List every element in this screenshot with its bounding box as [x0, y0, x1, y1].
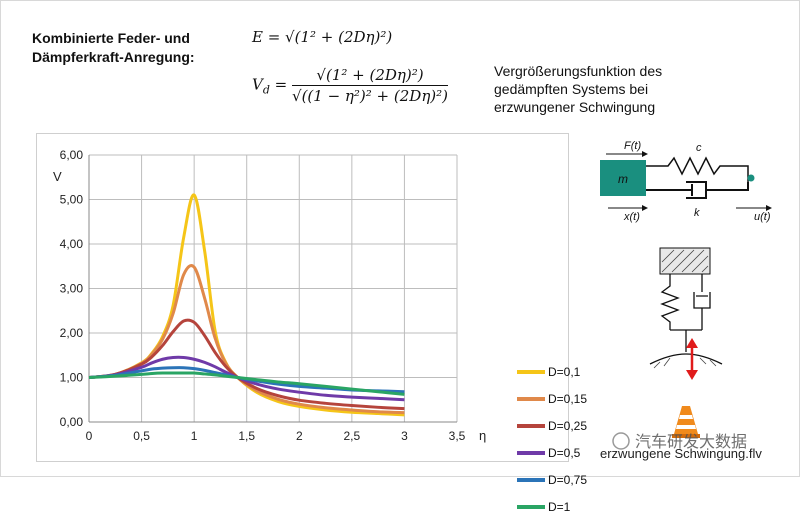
damper-label: k [694, 207, 700, 219]
y-tick-label: 6,00 [60, 148, 84, 162]
formula-vd-numerator: √(1² + (2Dη)²) [292, 66, 449, 86]
y-tick-label: 2,00 [60, 326, 84, 340]
legend-swatch [517, 369, 545, 374]
x-tick-label: 0 [86, 429, 93, 443]
x-tick-label: 0,5 [133, 429, 150, 443]
legend-label: D=1 [548, 499, 571, 514]
hatch-lines [661, 249, 709, 273]
chart-svg: 0 0,5 1 1,5 2 2,5 3 3,5 0,00 1,00 2,00 3,00 4,00 5,00… [53, 148, 486, 443]
legend-item: D=0,75 [517, 466, 587, 493]
vertical-spring-icon [660, 274, 680, 330]
formula-e: E = √(1² + (2Dη)²) [252, 28, 393, 46]
legend-swatch [517, 504, 545, 509]
mass-spring-damper-diagram: m F(t) c k x(t) u(t) [600, 140, 772, 223]
input-u-arrow-head [766, 205, 772, 211]
base-bar [670, 329, 702, 352]
vertical-damper-icon [693, 274, 711, 330]
mass-label: m [618, 172, 628, 186]
formula-vd-sub: d [262, 83, 270, 97]
x-tick-label: 2,5 [344, 429, 361, 443]
chart-container: 0 0,5 1 1,5 2 2,5 3 3,5 0,00 1,00 2,00 3,00 4,00 5,00… [36, 133, 587, 514]
excitation-arrow-up-head [686, 338, 698, 348]
series-line-2 [88, 318, 405, 411]
input-x-label: x(t) [623, 211, 640, 223]
description-line-1: Vergrößerungsfunktion des [494, 63, 663, 79]
cone-base [672, 434, 700, 438]
legend-label: D=0,15 [548, 391, 588, 406]
formula-vd-fraction: √(1² + (2Dη)²) √((1 − η²)² + (2Dη)²) [292, 66, 449, 105]
description-line-3: erzwungener Schwingung [494, 99, 656, 115]
x-tick-label: 3 [401, 429, 408, 443]
ground-hatch [653, 357, 717, 369]
attachment-point [747, 174, 755, 182]
x-tick-label: 3,5 [449, 429, 466, 443]
series-line-4 [88, 366, 405, 394]
cone-stripes [676, 415, 696, 429]
y-tick-label: 3,00 [60, 282, 84, 296]
x-axis-label: η [479, 428, 486, 443]
x-tick-label: 1,5 [238, 429, 255, 443]
vertical-suspension-diagram [649, 247, 723, 380]
y-tick-label: 5,00 [60, 193, 84, 207]
video-file-icon[interactable] [672, 404, 700, 438]
heading: Kombinierte Feder- und Dämpferkraft-Anre… [32, 29, 195, 67]
series-line-5 [88, 371, 405, 396]
legend-swatch [517, 477, 545, 482]
x-tick-label: 2 [296, 429, 303, 443]
series-line-1 [88, 264, 405, 415]
y-tick-label: 1,00 [60, 371, 84, 385]
watermark-text: 汽车研发大数据 [635, 433, 747, 451]
legend-item: D=0,5 [517, 439, 587, 466]
video-filename-caption: erzwungene Schwingung.flv [600, 446, 762, 461]
y-axis-label: V [53, 169, 62, 184]
legend-label: D=0,5 [548, 445, 581, 460]
y-tick-label: 4,00 [60, 237, 84, 251]
ground-curve [649, 353, 723, 365]
description-line-2: gedämpften Systems bei [494, 81, 649, 97]
mass-block [600, 160, 646, 196]
wechat-icon [612, 432, 630, 450]
legend-item: D=1 [517, 493, 587, 520]
watermark: 汽车研发大数据 [612, 432, 747, 451]
description: Vergrößerungsfunktion des gedämpften Sys… [494, 62, 662, 116]
formula-vd-lhs: V [252, 75, 263, 94]
x-tick-label: 1 [191, 429, 198, 443]
damper-icon [646, 181, 749, 199]
formula-vd-denominator: √((1 − η²)² + (2Dη)²) [292, 87, 449, 105]
chart-legend: D=0,1 D=0,15 D=0,25 D=0,5 D=0,75 D=1 [517, 358, 587, 520]
heading-line-1: Kombinierte Feder- und [32, 30, 190, 46]
y-tick-label: 0,00 [60, 415, 84, 429]
legend-swatch [517, 450, 545, 455]
force-label: F(t) [624, 140, 641, 152]
legend-label: D=0,75 [548, 472, 588, 487]
legend-swatch [517, 423, 545, 428]
input-u-label: u(t) [754, 211, 771, 223]
force-arrow-head [642, 151, 648, 157]
formula-vd: Vd = √(1² + (2Dη)²) √((1 − η²)² + (2Dη)²… [252, 66, 449, 105]
excitation-arrow-down-head [686, 370, 698, 380]
legend-item: D=0,1 [517, 358, 587, 385]
heading-line-2: Dämpferkraft-Anregung: [32, 49, 195, 65]
input-x-arrow-head [642, 205, 648, 211]
spring-label: c [696, 142, 702, 154]
legend-item: D=0,25 [517, 412, 587, 439]
legend-swatch [517, 396, 545, 401]
series-line-3 [88, 355, 405, 402]
legend-item: D=0,15 [517, 385, 587, 412]
spring-icon [646, 156, 749, 182]
legend-label: D=0,25 [548, 418, 588, 433]
legend-label: D=0,1 [548, 364, 581, 379]
